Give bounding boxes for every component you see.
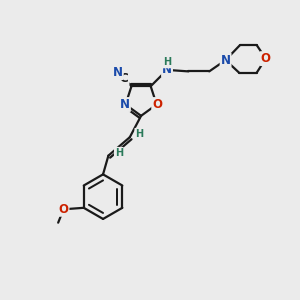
Text: N: N xyxy=(220,54,231,67)
Text: N: N xyxy=(120,98,130,111)
Text: O: O xyxy=(152,98,162,111)
Text: C: C xyxy=(120,72,128,86)
Text: H: H xyxy=(163,58,171,68)
Text: N: N xyxy=(113,66,123,79)
Text: O: O xyxy=(261,52,271,65)
Text: H: H xyxy=(135,129,143,139)
Text: O: O xyxy=(58,203,68,216)
Text: H: H xyxy=(115,148,123,158)
Text: N: N xyxy=(162,63,172,76)
